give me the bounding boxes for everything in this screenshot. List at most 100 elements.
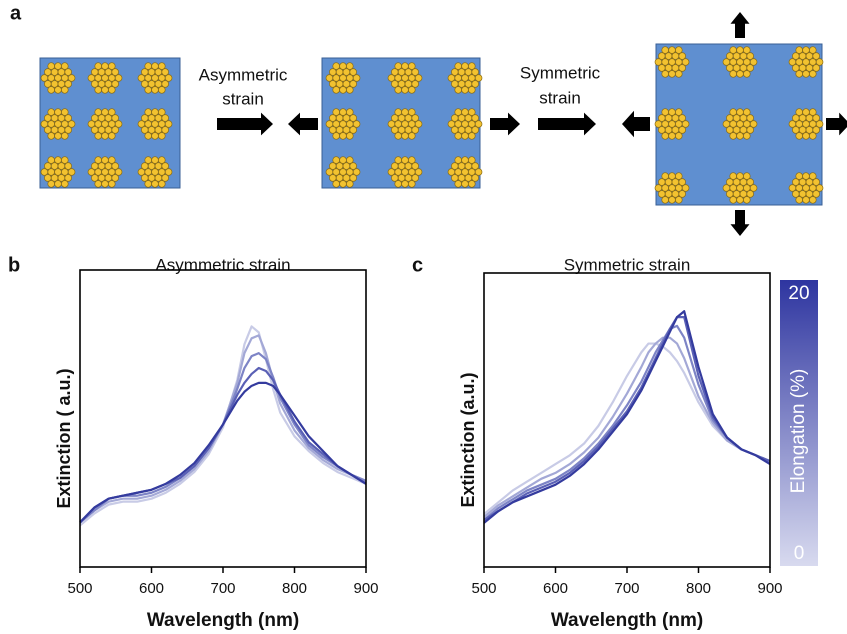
nanoparticle [730,71,737,78]
x-tick-label: 500 [67,580,92,597]
nanoparticle [455,87,462,94]
spectrum-line [80,353,366,522]
nanoparticle [455,133,462,140]
nanoparticle [468,133,475,140]
x-axis-label: Wavelength (nm) [551,610,703,631]
colorbar-tick-label: 0 [794,543,805,564]
nanoparticle [346,181,353,188]
nanoparticle [803,197,810,204]
x-tick-label: 700 [614,580,639,597]
figure: a Asymmetric strain Symmetric strain b As… [0,0,847,634]
nanoparticle [55,87,62,94]
arrow-label: strain [222,89,264,108]
x-tick-label: 500 [471,580,496,597]
nanoparticle [402,87,409,94]
nanoparticle [158,181,165,188]
nanoparticle [737,197,744,204]
nanoparticle [152,87,159,94]
nanoparticle [737,71,744,78]
nanoparticle [675,197,682,204]
nanoparticle [462,87,469,94]
chart-title: Asymmetric strain [155,255,290,274]
arrow [217,113,273,136]
nanoparticle [55,133,62,140]
chart-title: Symmetric strain [564,255,691,274]
arrow [538,113,596,136]
x-tick-label: 700 [210,580,235,597]
x-tick-label: 800 [686,580,711,597]
nanoparticle [809,197,816,204]
nanoparticle [455,181,462,188]
nanoparticle [61,181,68,188]
nanoparticle [48,87,55,94]
nanoparticle [803,133,810,140]
colorbar-tick-label: 20 [788,283,809,304]
arrow [288,113,318,136]
nanoparticle [152,181,159,188]
arrow-label: Asymmetric [199,65,288,84]
nanoparticle [662,133,669,140]
y-axis-label: Extinction (a.u.) [458,372,478,507]
nanoparticle [95,87,102,94]
x-tick-label: 800 [282,580,307,597]
nanoparticle [346,87,353,94]
panel-label: b [8,254,20,276]
arrow [731,12,750,38]
nanoparticle [408,87,415,94]
nanoparticle [395,181,402,188]
x-tick-label: 900 [757,580,782,597]
plot-frame [80,270,366,567]
x-tick-label: 600 [543,580,568,597]
nanoparticle [402,181,409,188]
nanoparticle [108,181,115,188]
nanoparticle [55,181,62,188]
nanoparticle [408,133,415,140]
nanoparticle [675,71,682,78]
nanoparticle [61,133,68,140]
plot-frame [484,273,770,567]
nanoparticle [61,87,68,94]
nanoparticle [340,181,347,188]
nanoparticle [462,181,469,188]
nanoparticle [669,71,676,78]
nanoparticle [333,133,340,140]
nanoparticle [346,133,353,140]
nanoparticle [95,133,102,140]
nanoparticle [662,197,669,204]
nanoparticle [145,87,152,94]
nanoparticle [340,133,347,140]
nanoparticle [145,133,152,140]
arrow [490,113,520,136]
x-tick-label: 600 [139,580,164,597]
nanoparticle [102,87,109,94]
nanoparticle [743,133,750,140]
x-axis-label: Wavelength (nm) [147,610,299,631]
nanoparticle [743,197,750,204]
nanoparticle [108,87,115,94]
nanoparticle [675,133,682,140]
nanoparticle [158,87,165,94]
panel-label: a [10,2,22,24]
nanoparticle [333,181,340,188]
nanoparticle [48,181,55,188]
nanoparticle [803,71,810,78]
nanoparticle [102,181,109,188]
arrow-label: Symmetric [520,63,601,82]
nanoparticle [669,197,676,204]
nanoparticle [796,71,803,78]
nanoparticle [730,133,737,140]
nanoparticle [662,71,669,78]
nanoparticle [796,197,803,204]
nanoparticle [395,133,402,140]
arrow [731,210,750,236]
spectrum-line [484,326,770,520]
nanoparticle [108,133,115,140]
nanoparticle [395,87,402,94]
arrow [826,113,847,136]
nanoparticle [340,87,347,94]
panel-label: c [412,254,423,276]
nanoparticle [796,133,803,140]
nanoparticle [462,133,469,140]
nanoparticle [145,181,152,188]
arrow-label: strain [539,88,581,107]
